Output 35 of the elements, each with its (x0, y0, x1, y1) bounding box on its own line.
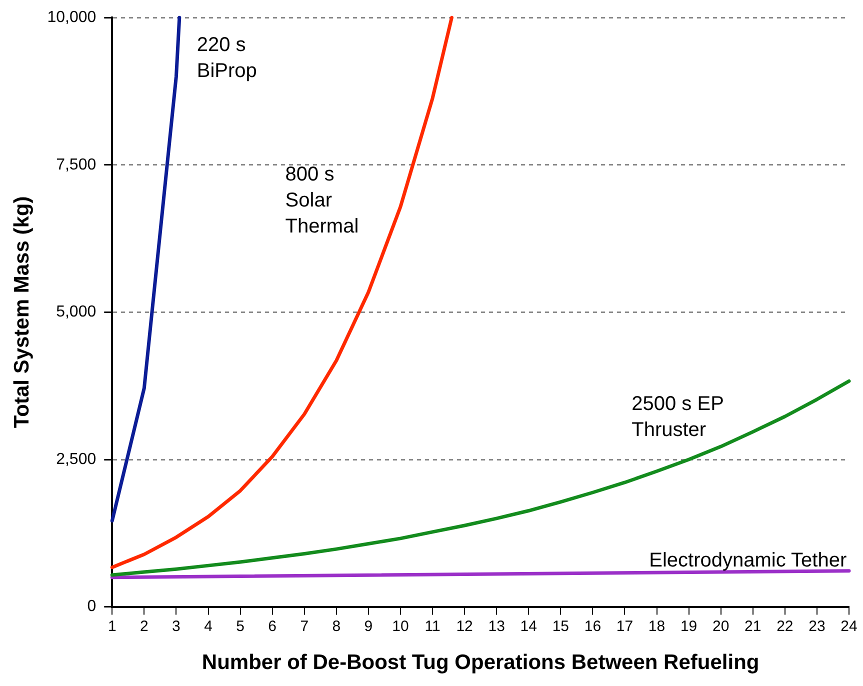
x-tick-label: 10 (392, 618, 409, 635)
x-tick-label: 12 (456, 618, 473, 635)
x-tick-label: 4 (204, 618, 212, 635)
x-tick-label: 14 (520, 618, 537, 635)
y-tick-label: 0 (87, 598, 96, 616)
x-tick-label: 5 (236, 618, 244, 635)
x-tick-label: 19 (680, 618, 698, 635)
x-axis-title: Number of De-Boost Tug Operations Between Refueling (202, 651, 760, 674)
y-tick-label: 2,500 (56, 450, 96, 468)
x-tick-label: 9 (364, 618, 373, 635)
x-tick-label: 6 (268, 618, 276, 635)
x-tick-label: 16 (584, 618, 602, 635)
y-tick-label: 5,000 (56, 304, 96, 321)
x-tick-label: 18 (648, 618, 666, 635)
series-label: Electrodynamic Tether (649, 549, 847, 572)
x-tick-label: 2 (140, 618, 148, 635)
x-tick-label: 7 (300, 618, 309, 635)
series-label: 2500 s EP Thruster (632, 393, 724, 442)
x-tick-label: 3 (172, 618, 180, 635)
x-tick-label: 22 (776, 618, 794, 635)
y-axis-title: Total System Mass (kg) (10, 196, 34, 428)
x-tick-label: 23 (808, 618, 826, 635)
x-tick-label: 13 (488, 618, 505, 635)
x-tick-label: 11 (424, 618, 440, 635)
series-label: 800 s Solar Thermal (285, 163, 359, 238)
x-tick-label: 8 (332, 618, 341, 635)
x-tick-label: 1 (108, 618, 116, 635)
x-tick-label: 15 (552, 618, 570, 635)
y-tick-label: 10,000 (47, 9, 96, 26)
y-tick-label: 7,500 (56, 156, 96, 174)
x-tick-label: 17 (616, 618, 634, 635)
x-tick-label: 20 (712, 618, 730, 635)
series-label: 220 s BiProp (196, 34, 257, 82)
x-tick-label: 24 (840, 618, 858, 635)
x-tick-label: 21 (744, 618, 762, 635)
